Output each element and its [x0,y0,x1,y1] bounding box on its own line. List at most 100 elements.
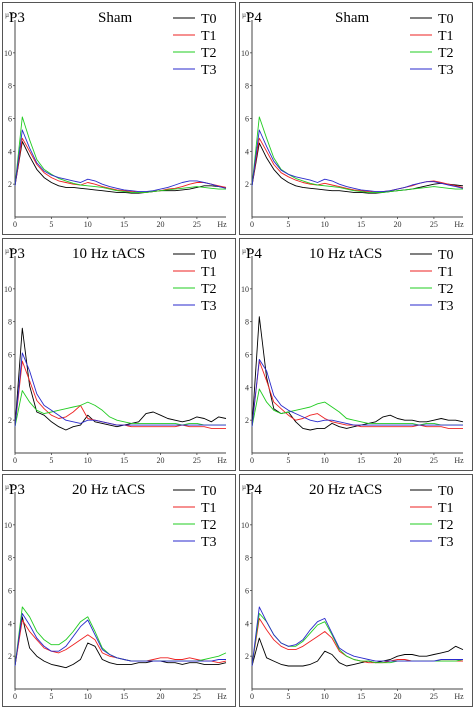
y-axis-unit: µV [242,483,251,491]
y-axis-unit: µV [242,247,251,255]
series-line-t2 [14,390,226,427]
y-tick-label: 10 [241,285,249,294]
panel-label: P3 [9,246,25,262]
x-axis-unit: Hz [454,692,464,701]
legend-entry: T0 [438,248,454,263]
y-tick-label: 8 [8,554,12,563]
panel-title: Sham [98,10,133,26]
series-line-t2 [14,116,226,193]
x-tick-label: 15 [120,692,128,701]
x-tick-label: 25 [430,220,438,229]
series-line-t0 [251,142,464,194]
legend-entry: T1 [438,501,454,516]
x-tick-label: 25 [430,692,438,701]
legend-entry: T2 [201,46,217,61]
panel-frame [239,2,473,235]
x-tick-label: 10 [84,456,92,465]
y-tick-label: 4 [8,147,12,156]
x-axis-unit: Hz [217,692,227,701]
panel-label: P3 [9,10,25,26]
y-axis-unit: µV [242,11,251,19]
x-tick-label: 20 [157,456,165,465]
x-tick-label: 25 [193,692,201,701]
x-tick-label: 5 [286,692,290,701]
y-tick-label: 8 [8,82,12,91]
y-tick-label: 6 [245,115,249,124]
chart-panel-2: µV 2 4 6 8 10 0 5 10 15 20 25 Hz P4 Sham T0 T1 T2 T3 [239,2,473,235]
legend-entry: T3 [201,535,217,550]
x-tick-label: 20 [394,456,402,465]
y-tick-label: 4 [245,147,249,156]
y-tick-label: 6 [245,587,249,596]
chart-panel-4: µV 2 4 6 8 10 0 5 10 15 20 25 Hz P4 10 Hz tACS T0 T1 T2 T3 [239,238,473,471]
y-tick-label: 4 [245,383,249,392]
chart-panel-3: µV 2 4 6 8 10 0 5 10 15 20 25 Hz P3 10 Hz tACS T0 T1 T2 T3 [2,238,236,471]
x-tick-label: 15 [357,456,365,465]
y-tick-label: 10 [241,49,249,58]
series-line-t3 [14,613,226,667]
x-tick-label: 0 [13,456,17,465]
y-tick-label: 2 [8,180,12,189]
legend-entry: T1 [201,501,217,516]
y-tick-label: 10 [4,285,12,294]
x-tick-label: 5 [286,220,290,229]
x-tick-label: 5 [286,456,290,465]
legend-entry: T3 [201,63,217,78]
x-tick-label: 20 [394,692,402,701]
panel-frame [2,2,236,235]
series-line-t3 [251,606,463,667]
x-tick-label: 15 [357,692,365,701]
series-line-t3 [14,352,226,427]
y-tick-label: 2 [245,180,249,189]
x-axis-unit: Hz [217,456,227,465]
x-tick-label: 20 [157,220,165,229]
x-axis-unit: Hz [454,220,464,229]
y-tick-label: 8 [8,318,12,327]
y-tick-label: 8 [245,318,249,327]
y-tick-label: 6 [245,351,249,360]
x-tick-label: 15 [120,456,128,465]
x-tick-label: 25 [430,456,438,465]
x-axis-unit: Hz [454,456,464,465]
legend-entry: T1 [201,265,217,280]
series-line-t0 [14,616,227,669]
x-tick-label: 0 [13,220,17,229]
x-tick-label: 0 [250,692,254,701]
legend-entry: T3 [201,299,217,314]
panel-frame [2,238,236,471]
x-tick-label: 0 [250,456,254,465]
panel-title: 10 Hz tACS [309,246,382,262]
x-tick-label: 10 [84,220,92,229]
y-axis-unit: µV [5,483,14,491]
x-tick-label: 15 [120,220,128,229]
x-tick-label: 0 [13,692,17,701]
legend-entry: T1 [438,265,454,280]
panel-label: P4 [246,246,262,262]
x-tick-label: 10 [84,692,92,701]
panel-label: P4 [246,10,262,26]
series-line-t2 [251,388,463,427]
series-line-t3 [251,358,463,427]
y-axis-unit: µV [5,11,14,19]
y-tick-label: 6 [8,115,12,124]
panel-frame [2,474,236,707]
legend-entry: T0 [201,12,217,27]
y-tick-label: 10 [4,49,12,58]
y-tick-label: 2 [8,652,12,661]
y-tick-label: 2 [245,416,249,425]
y-tick-label: 8 [245,82,249,91]
x-tick-label: 10 [321,692,329,701]
series-line-t0 [14,141,227,194]
x-tick-label: 5 [49,692,53,701]
series-line-t3 [251,129,464,193]
x-tick-label: 5 [49,456,53,465]
y-tick-label: 6 [8,587,12,596]
x-tick-label: 20 [394,220,402,229]
series-line-t1 [14,137,227,193]
x-tick-label: 10 [321,456,329,465]
legend-entry: T2 [438,282,454,297]
y-tick-label: 2 [8,416,12,425]
panel-label: P3 [9,482,25,498]
series-line-t3 [14,129,227,193]
